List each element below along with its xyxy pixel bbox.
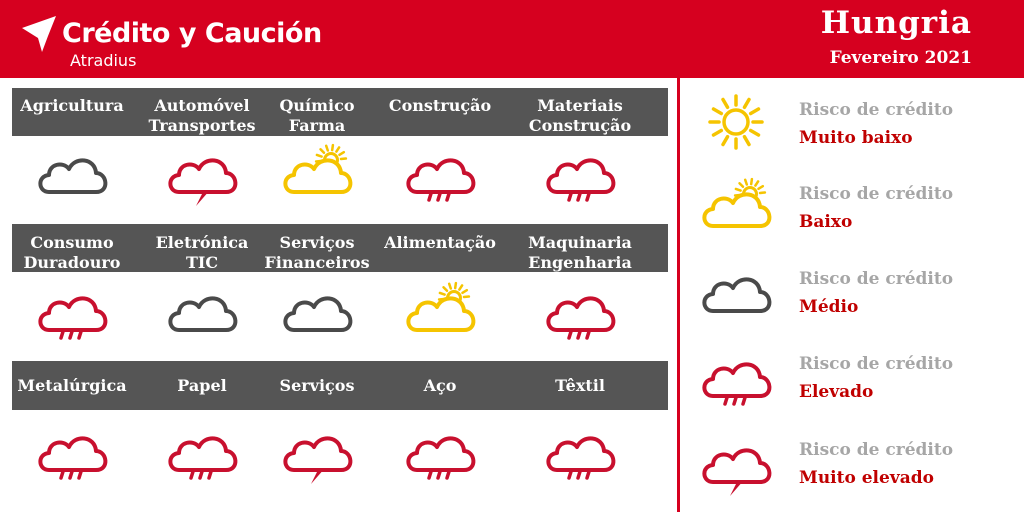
vertical-divider [677, 78, 680, 512]
sector-label-line: Materiais [537, 96, 623, 115]
rain-cloud-icon [34, 420, 110, 480]
sun-icon [698, 92, 774, 152]
sector-label-line: TIC [185, 253, 219, 272]
cloud-icon [279, 280, 355, 340]
legend-risk-level: Elevado [799, 382, 874, 402]
sector-label-line: Financeiros [264, 253, 370, 272]
rain-cloud-icon [542, 280, 618, 340]
cloud-icon [34, 142, 110, 202]
sector-label: Serviços [247, 376, 387, 396]
sector-label-line: Químico [279, 96, 355, 115]
legend-risk-level: Muito elevado [799, 468, 934, 488]
brand-name: Crédito y Caución [62, 18, 322, 49]
sector-label-line: Farma [288, 116, 346, 135]
sector-label-line: Alimentação [384, 233, 496, 252]
rain-cloud-icon [164, 420, 240, 480]
rain-cloud-icon [34, 280, 110, 340]
sector-label: Serviços Financeiros [247, 233, 387, 273]
plane-icon [22, 16, 56, 52]
sector-label: Materiais Construção [510, 96, 650, 136]
sector-label-line: Automóvel [154, 96, 250, 115]
rain-cloud-icon [402, 420, 478, 480]
cloud-icon [698, 261, 774, 321]
sector-label: Eletrónica TIC [132, 233, 272, 273]
legend-risk-level: Baixo [799, 212, 853, 232]
cloud-icon [164, 280, 240, 340]
sector-label-line: Construção [528, 116, 632, 135]
sector-label-line: Construção [388, 96, 492, 115]
sector-label-line: Maquinaria [528, 233, 632, 252]
storm-cloud-icon [279, 420, 355, 484]
legend-heading: Risco de crédito [799, 269, 954, 289]
brand-logo: Crédito y Caución Atradius [20, 14, 322, 74]
sector-label: Maquinaria Engenharia [510, 233, 650, 273]
sector-label: Aço [370, 376, 510, 396]
sector-label-line: Consumo [30, 233, 114, 252]
sector-label: Têxtil [510, 376, 650, 396]
sector-label-line: Engenharia [528, 253, 632, 272]
legend-heading: Risco de crédito [799, 440, 954, 460]
header-bar: Crédito y Caución Atradius Hungria Fever… [0, 0, 1024, 78]
sun-cloud-icon [402, 280, 478, 340]
legend-heading: Risco de crédito [799, 100, 954, 120]
sector-label-line: Papel [177, 376, 227, 395]
report-date: Fevereiro 2021 [829, 48, 972, 68]
sector-band-row-3 [12, 361, 668, 410]
sector-band-row-1 [12, 88, 668, 136]
sun-cloud-icon [698, 176, 774, 236]
rain-cloud-icon [542, 142, 618, 202]
sector-label-line: Têxtil [555, 376, 605, 395]
country-title: Hungria [820, 5, 972, 41]
rain-cloud-icon [402, 142, 478, 202]
sun-cloud-icon [279, 142, 355, 202]
sector-label-line: Transportes [148, 116, 256, 135]
legend-heading: Risco de crédito [799, 184, 954, 204]
legend-heading: Risco de crédito [799, 354, 954, 374]
sector-label: Papel [132, 376, 272, 396]
legend-risk-level: Médio [799, 297, 859, 317]
sector-label: Consumo Duradouro [2, 233, 142, 273]
sector-label-line: Metalúrgica [17, 376, 127, 395]
sector-label: Automóvel Transportes [132, 96, 272, 136]
sector-label: Agricultura [2, 96, 142, 116]
brand-subtitle: Atradius [70, 51, 137, 70]
legend-risk-level: Muito baixo [799, 128, 913, 148]
sector-label-line: Eletrónica [155, 233, 249, 252]
sector-label: Químico Farma [247, 96, 387, 136]
sector-label-line: Serviços [279, 233, 355, 252]
sector-label-line: Aço [423, 376, 457, 395]
sector-label-line: Duradouro [23, 253, 121, 272]
sector-label-line: Agricultura [20, 96, 124, 115]
sector-band-row-2 [12, 224, 668, 272]
sector-label: Construção [370, 96, 510, 116]
rain-cloud-icon [698, 346, 774, 406]
storm-cloud-icon [164, 142, 240, 206]
sector-label: Alimentação [370, 233, 510, 253]
sector-label: Metalúrgica [2, 376, 142, 396]
sector-label-line: Serviços [279, 376, 355, 395]
storm-cloud-icon [698, 432, 774, 496]
rain-cloud-icon [542, 420, 618, 480]
